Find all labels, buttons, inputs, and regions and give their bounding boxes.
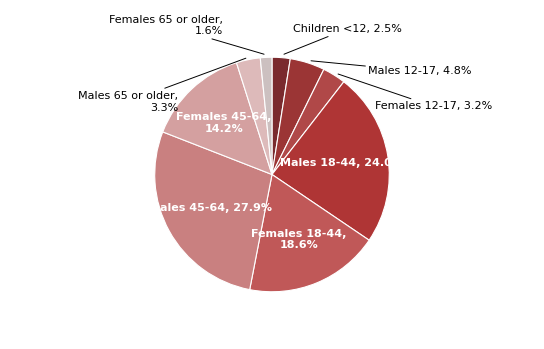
Text: Females 45-64,
14.2%: Females 45-64, 14.2% [176, 112, 272, 134]
Wedge shape [272, 57, 290, 174]
Wedge shape [272, 59, 324, 174]
Text: Males 65 or older,
3.3%: Males 65 or older, 3.3% [78, 58, 246, 113]
Text: Children <12, 2.5%: Children <12, 2.5% [284, 24, 402, 54]
Wedge shape [272, 69, 344, 174]
Wedge shape [260, 57, 272, 174]
Text: Males 12-17, 4.8%: Males 12-17, 4.8% [311, 61, 472, 76]
Wedge shape [250, 174, 369, 292]
Text: Males 18-44, 24.0%: Males 18-44, 24.0% [280, 158, 403, 169]
Wedge shape [237, 58, 272, 174]
Wedge shape [272, 82, 390, 240]
Text: Males 45-64, 27.9%: Males 45-64, 27.9% [149, 203, 272, 213]
Text: Females 18-44,
18.6%: Females 18-44, 18.6% [251, 229, 347, 250]
Text: Females 65 or older,
1.6%: Females 65 or older, 1.6% [109, 15, 264, 54]
Text: Females 12-17, 3.2%: Females 12-17, 3.2% [338, 74, 492, 111]
Wedge shape [163, 63, 272, 174]
Wedge shape [154, 132, 272, 290]
